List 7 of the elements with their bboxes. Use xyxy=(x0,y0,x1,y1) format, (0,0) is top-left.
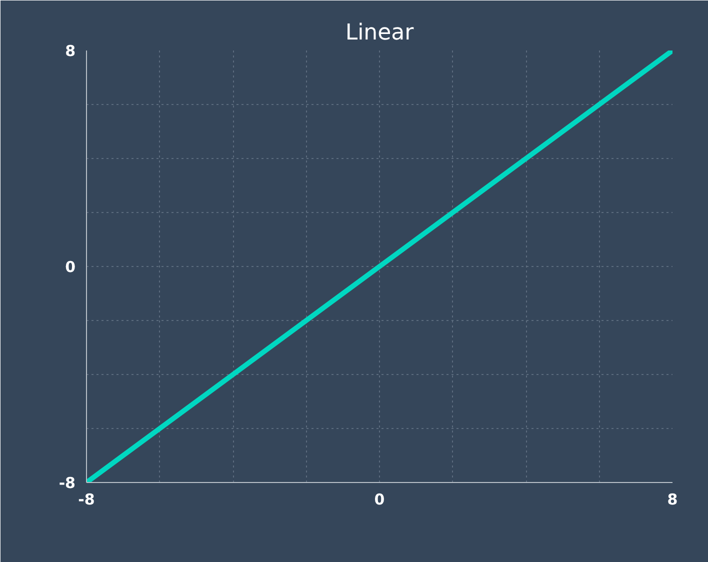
chart-title: Linear xyxy=(345,20,415,46)
x-tick-label: 8 xyxy=(667,490,678,508)
x-tick-label: -8 xyxy=(78,490,95,508)
y-tick-label: 0 xyxy=(65,258,76,276)
y-tick-label: -8 xyxy=(58,474,76,492)
y-tick-label: 8 xyxy=(65,42,76,60)
x-tick-label: 0 xyxy=(374,490,385,508)
